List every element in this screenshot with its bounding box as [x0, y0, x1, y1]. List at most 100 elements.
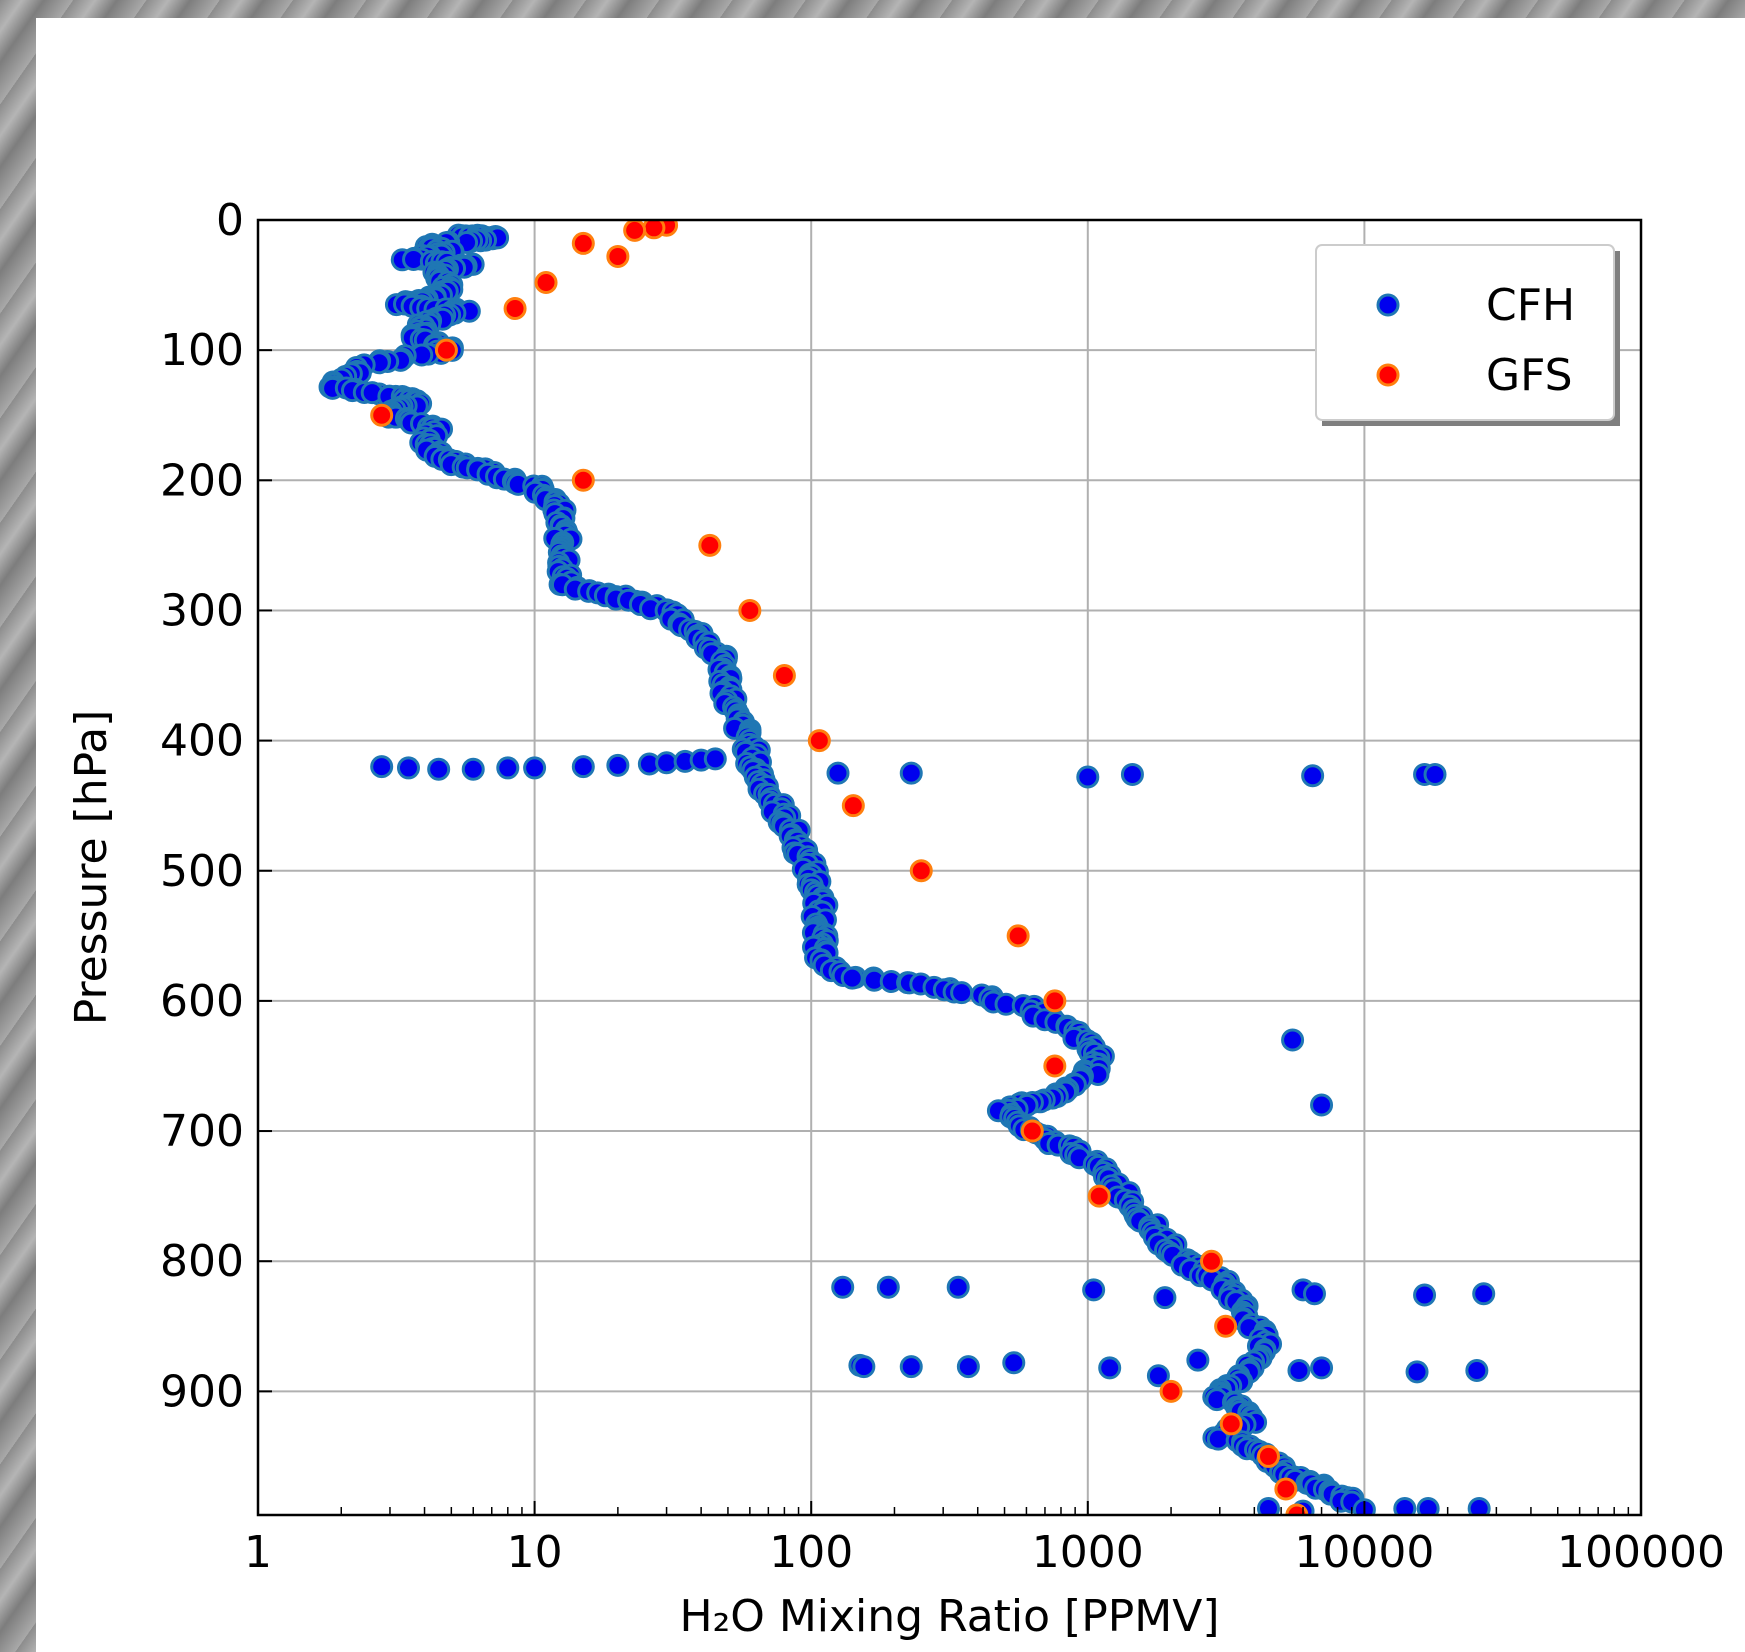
gfs-point [370, 403, 394, 427]
cfh-point [876, 1275, 900, 1299]
cfh-point [1120, 762, 1144, 786]
cfh-point [396, 756, 420, 780]
gfs-point [606, 244, 630, 268]
gfs-point [1043, 1054, 1067, 1078]
gfs-point [772, 664, 796, 688]
gfs-series [370, 220, 1309, 1515]
legend: CFH GFS [1315, 244, 1620, 426]
plot-frame [256, 218, 1643, 1517]
legend-cfh-marker [1376, 293, 1400, 317]
cfh-point [1413, 1283, 1437, 1307]
y-tick-label: 0 [216, 195, 244, 246]
legend-cfh-label: CFH [1486, 280, 1575, 331]
cfh-point [1423, 762, 1447, 786]
cfh-point [946, 1275, 970, 1299]
y-tick-label: 900 [160, 1366, 244, 1417]
cfh-point [703, 747, 727, 771]
cfh-point [370, 755, 394, 779]
cfh-point [523, 756, 547, 780]
x-tick-label: 10000 [1294, 1527, 1434, 1578]
cfh-point [1302, 1282, 1326, 1306]
cfh-point [496, 756, 520, 780]
gfs-point [738, 598, 762, 622]
cfh-point [956, 1355, 980, 1379]
x-tick-label: 10 [507, 1527, 563, 1578]
gfs-point [1006, 924, 1030, 948]
figure: 1 10 100 1000 10000 100000 0 100 200 300 400 500 60… [36, 18, 1745, 1652]
y-tick-label: 200 [160, 455, 244, 506]
cfh-point [1416, 1496, 1440, 1515]
gfs-point [841, 794, 865, 818]
cfh-point [571, 755, 595, 779]
gfs-point [1274, 1477, 1298, 1501]
cfh-point [1082, 1278, 1106, 1302]
gfs-point [1219, 1412, 1243, 1436]
legend-gfs-label: GFS [1486, 350, 1573, 401]
y-tick-label: 400 [160, 716, 244, 767]
x-tick-label: 100000 [1557, 1527, 1725, 1578]
cfh-point [1186, 1348, 1210, 1372]
gfs-point [1214, 1314, 1238, 1338]
cfh-point [1153, 1286, 1177, 1310]
cfh-point [1098, 1356, 1122, 1380]
cfh-point [1405, 1360, 1429, 1384]
x-tick-label: 1000 [1032, 1527, 1144, 1578]
y-tick-label: 800 [160, 1236, 244, 1287]
cfh-point [1393, 1496, 1417, 1515]
cfh-point [1146, 1364, 1170, 1388]
gfs-point [1285, 1503, 1309, 1515]
cfh-point [1310, 1093, 1334, 1117]
x-tick-label: 1 [244, 1527, 272, 1578]
cfh-point [899, 761, 923, 785]
gfs-point [1256, 1444, 1280, 1468]
x-tick-label: 100 [769, 1527, 853, 1578]
gfs-point [1199, 1249, 1223, 1273]
gfs-point [698, 533, 722, 557]
cfh-point [655, 751, 679, 775]
legend-gfs-marker [1376, 363, 1400, 387]
gfs-point [623, 220, 647, 242]
gfs-point [534, 270, 558, 294]
cfh-point [852, 1355, 876, 1379]
gfs-point [571, 231, 595, 255]
y-tick-label: 300 [160, 585, 244, 636]
cfh-point [461, 757, 485, 781]
x-axis-title: H₂O Mixing Ratio [PPMV] [679, 1591, 1219, 1642]
y-tick-label: 700 [160, 1106, 244, 1157]
cfh-point [1256, 1496, 1280, 1515]
y-tick-label: 600 [160, 976, 244, 1027]
gfs-point [909, 859, 933, 883]
cfh-point [1472, 1282, 1496, 1306]
scatter-chart: 1 10 100 1000 10000 100000 0 100 200 300 400 500 60… [66, 195, 1725, 1642]
y-tick-label: 100 [160, 325, 244, 376]
x-tick-labels: 1 10 100 1000 10000 100000 [244, 1527, 1725, 1578]
cfh-point [1465, 1359, 1489, 1383]
cfh-point [1002, 1351, 1026, 1375]
cfh-point [1287, 1359, 1311, 1383]
cfh-point [826, 761, 850, 785]
gfs-point [1043, 989, 1067, 1013]
cfh-point [427, 757, 451, 781]
gfs-point [1020, 1119, 1044, 1143]
y-axis-title: Pressure [hPa] [66, 710, 117, 1026]
axis-ticks [257, 219, 1642, 1515]
cfh-point [831, 1275, 855, 1299]
cfh-point [899, 1355, 923, 1379]
cfh-point [840, 966, 864, 990]
cfh-point [1076, 765, 1100, 789]
gfs-point [571, 468, 595, 492]
cfh-point [1467, 1496, 1491, 1515]
cfh-point [1301, 764, 1325, 788]
gfs-point [807, 729, 831, 753]
gfs-point [434, 338, 458, 362]
y-tick-labels: 0 100 200 300 400 500 600 700 800 900 [160, 195, 244, 1417]
gfs-point [1159, 1379, 1183, 1403]
cfh-point [1281, 1028, 1305, 1052]
y-tick-label: 500 [160, 846, 244, 897]
cfh-point [1310, 1356, 1334, 1380]
cfh-series [318, 223, 1496, 1515]
cfh-point [950, 981, 974, 1005]
gfs-point [1087, 1184, 1111, 1208]
cfh-point [606, 753, 630, 777]
gfs-point [503, 297, 527, 321]
